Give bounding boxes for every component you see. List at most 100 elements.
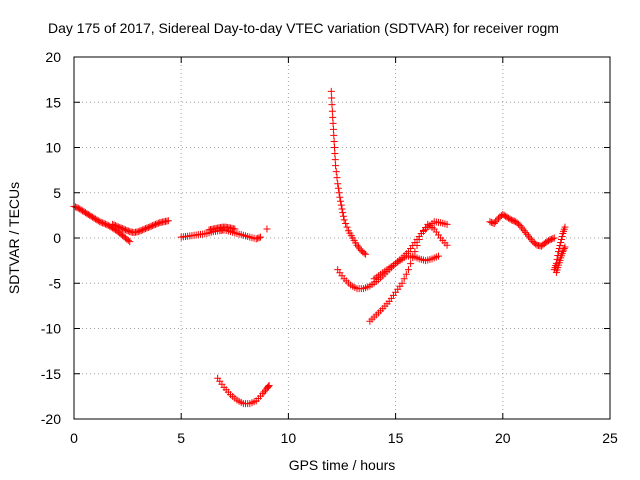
y-tick-label: 15 [45, 94, 61, 110]
x-tick-label: 0 [70, 430, 78, 446]
data-point [332, 168, 340, 176]
series-arc10 [486, 210, 558, 250]
data-point [519, 225, 527, 233]
data-point [561, 223, 569, 231]
data-point [330, 137, 338, 145]
x-tick-label: 10 [281, 430, 297, 446]
data-point [493, 216, 501, 224]
data-point [550, 234, 558, 242]
data-point [557, 236, 565, 244]
data-point [265, 382, 273, 390]
data-point [338, 205, 346, 213]
data-point [153, 220, 161, 228]
data-point [334, 180, 342, 188]
data-point [114, 223, 122, 231]
data-point [402, 270, 410, 278]
data-point [549, 235, 557, 243]
data-point [147, 222, 155, 230]
data-point [329, 119, 337, 127]
data-point [264, 383, 272, 391]
data-point [557, 239, 565, 247]
data-point [545, 237, 553, 245]
data-point [561, 243, 569, 251]
data-point [81, 209, 89, 217]
data-point [79, 207, 87, 215]
series-arc6 [327, 87, 370, 258]
data-point [140, 225, 148, 233]
series-arc1 [70, 202, 134, 246]
x-tick-label: 20 [495, 430, 511, 446]
data-point [106, 222, 114, 230]
data-point [146, 223, 154, 231]
plot-frame [73, 56, 611, 420]
series-arc9 [370, 252, 442, 283]
series-arc12 [552, 243, 569, 276]
data-point [499, 210, 507, 218]
data-point [74, 204, 82, 212]
series-arc5 [214, 374, 273, 408]
data-point [487, 218, 495, 226]
data-point [91, 215, 99, 223]
y-tick-label: -10 [41, 321, 61, 337]
data-point [94, 217, 102, 225]
series-arc2 [109, 217, 172, 237]
data-point [254, 234, 262, 242]
data-point [90, 214, 98, 222]
data-point [124, 236, 132, 244]
data-point [360, 249, 368, 257]
data-point [327, 87, 335, 95]
data-point [136, 227, 144, 235]
data-point [353, 241, 361, 249]
data-point [507, 216, 515, 224]
data-point [525, 232, 533, 240]
data-point [328, 94, 336, 102]
series-point1 [263, 225, 271, 233]
data-point [546, 236, 554, 244]
data-point [252, 235, 260, 243]
series-arc4 [205, 223, 239, 234]
data-point [116, 223, 124, 231]
data-point [71, 203, 79, 211]
data-point [150, 221, 158, 229]
y-axis-label: SDTVAR / TECUs [6, 182, 22, 294]
data-point [330, 131, 338, 139]
data-point [331, 150, 339, 158]
data-point [329, 113, 337, 121]
data-point [558, 232, 566, 240]
x-axis-label: GPS time / hours [289, 457, 396, 473]
y-tick-label: 10 [45, 140, 61, 156]
data-point [151, 220, 159, 228]
data-point [413, 242, 421, 250]
x-tick-label: 5 [177, 430, 185, 446]
data-point [362, 250, 370, 258]
y-tick-label: 0 [53, 230, 61, 246]
data-point [489, 219, 497, 227]
data-point [523, 230, 531, 238]
data-point [337, 197, 345, 205]
data-point [164, 217, 172, 225]
data-point [527, 236, 535, 244]
data-point [328, 107, 336, 115]
data-point [76, 205, 84, 213]
data-point [434, 252, 442, 260]
y-tick-label: -20 [41, 411, 61, 427]
data-point [510, 217, 518, 225]
data-point [337, 201, 345, 209]
data-point [516, 221, 524, 229]
data-point [120, 225, 128, 233]
data-point [542, 239, 550, 247]
data-point [259, 390, 267, 398]
data-point [532, 240, 540, 248]
data-point [520, 227, 528, 235]
data-point [517, 223, 525, 231]
data-point [340, 216, 348, 224]
data-point [506, 215, 514, 223]
data-point [333, 174, 341, 182]
data-point [503, 213, 511, 221]
data-point [84, 210, 92, 218]
y-tick-label: 5 [53, 185, 61, 201]
data-point [257, 233, 265, 241]
data-point [93, 216, 101, 224]
data-point [415, 236, 423, 244]
